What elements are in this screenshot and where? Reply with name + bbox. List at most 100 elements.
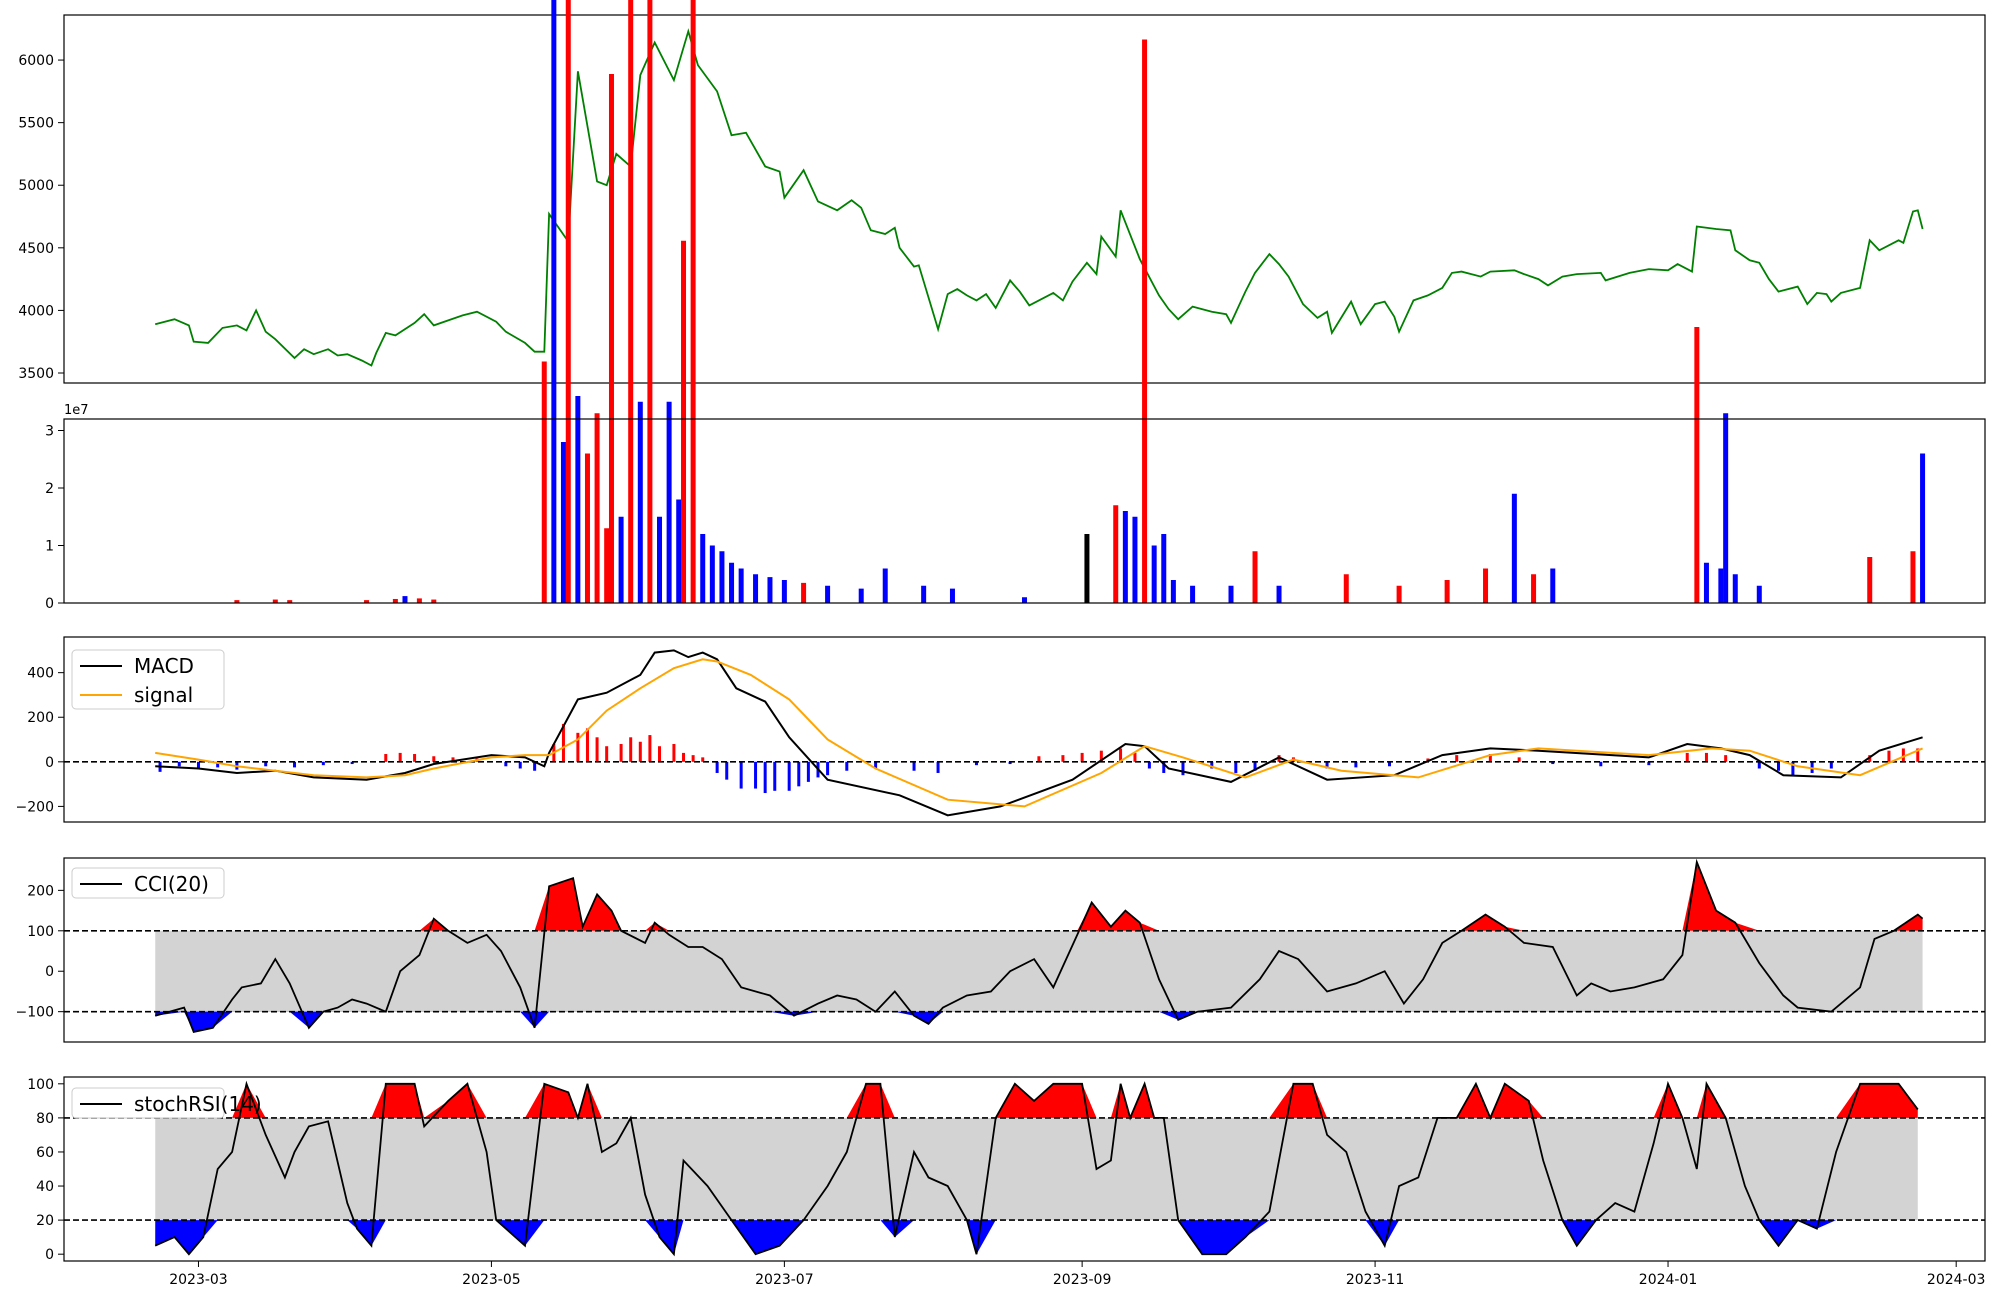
volume-bar bbox=[657, 516, 663, 603]
price-frame bbox=[63, 14, 1986, 384]
volume-bar bbox=[1142, 39, 1148, 603]
macd-histogram-bar bbox=[576, 732, 580, 762]
macd-histogram-bar bbox=[936, 761, 940, 773]
volume-bar bbox=[287, 600, 293, 603]
volume-bar bbox=[1190, 585, 1196, 603]
macd-histogram-bar bbox=[533, 761, 537, 771]
volume-bar bbox=[647, 0, 653, 603]
macd-histogram-bar bbox=[1791, 761, 1795, 776]
stochrsi-legend bbox=[71, 1087, 225, 1119]
volume-bar bbox=[738, 568, 744, 603]
macd-histogram-bar bbox=[638, 741, 642, 762]
macd-histogram-bar bbox=[1234, 761, 1238, 773]
volume-bar bbox=[1867, 557, 1873, 603]
macd-histogram-bar bbox=[1685, 752, 1689, 762]
macd-histogram-bar bbox=[826, 761, 830, 776]
volume-bar bbox=[1161, 534, 1167, 603]
macd-histogram-bar bbox=[806, 761, 810, 782]
volume-bar bbox=[575, 396, 581, 603]
macd-histogram-bar bbox=[384, 754, 388, 762]
macd-histogram-bar bbox=[1488, 754, 1492, 762]
macd-histogram-bar bbox=[912, 761, 916, 771]
volume-bar bbox=[1910, 551, 1916, 603]
price-ytick-label: 5000 bbox=[18, 178, 54, 194]
cci-ytick-label: 200 bbox=[27, 883, 54, 899]
macd-histogram-bar bbox=[1080, 752, 1084, 762]
macd-histogram-bar bbox=[725, 761, 729, 780]
macd-histogram-bar bbox=[1099, 750, 1103, 762]
volume-bar bbox=[1228, 585, 1234, 603]
macd-histogram-bar bbox=[629, 737, 633, 762]
macd-histogram-bar bbox=[561, 723, 565, 762]
macd-histogram-bar bbox=[715, 761, 719, 773]
volume-bar bbox=[1732, 574, 1738, 603]
macd-legend-label: signal bbox=[134, 683, 193, 707]
stochrsi-ytick-label: 80 bbox=[36, 1111, 54, 1127]
macd-histogram-bar bbox=[1455, 755, 1459, 762]
macd-histogram-bar bbox=[619, 743, 623, 762]
price-ytick-label: 6000 bbox=[18, 53, 54, 69]
volume-bar bbox=[1122, 511, 1128, 603]
volume-bar bbox=[949, 588, 955, 603]
volume-bar bbox=[676, 499, 682, 603]
volume-panel: 1e7 0 1 2 3 bbox=[45, 0, 1986, 612]
volume-bar bbox=[1756, 585, 1762, 603]
macd-histogram-bar bbox=[1008, 761, 1012, 765]
macd-histogram-bar bbox=[739, 761, 743, 789]
volume-bar bbox=[604, 528, 610, 603]
x-tick-label: 2023-11 bbox=[1346, 1272, 1405, 1288]
macd-histogram-bar bbox=[701, 757, 705, 762]
volume-bar bbox=[921, 585, 927, 603]
volume-bar bbox=[392, 598, 398, 603]
volume-bar bbox=[431, 599, 437, 603]
volume-bar bbox=[551, 0, 557, 603]
macd-ytick-label: −200 bbox=[16, 799, 54, 815]
volume-bar bbox=[729, 562, 735, 603]
macd-histogram-bar bbox=[1829, 761, 1833, 769]
volume-bar bbox=[781, 580, 787, 603]
stochrsi-panel: 0 20 40 60 80 100 stochRSI(14) bbox=[27, 1076, 1986, 1263]
macd-histogram-bar bbox=[398, 752, 402, 762]
macd-histogram-bar bbox=[1210, 761, 1214, 769]
volume-bar bbox=[1483, 568, 1489, 603]
macd-histogram-bar bbox=[763, 761, 767, 794]
macd-histogram-bar bbox=[605, 746, 609, 762]
macd-histogram-bar bbox=[196, 761, 200, 769]
volume-bar bbox=[1550, 568, 1556, 603]
macd-histogram-bar bbox=[451, 757, 455, 762]
macd-histogram-bar bbox=[1325, 761, 1329, 769]
volume-bar bbox=[637, 401, 643, 603]
macd-histogram-bar bbox=[1647, 761, 1651, 766]
macd-histogram-bar bbox=[1887, 750, 1891, 762]
macd-frame bbox=[63, 636, 1986, 823]
volume-bar bbox=[1396, 585, 1402, 603]
macd-histogram-bar bbox=[1599, 761, 1603, 767]
stochrsi-ytick-label: 100 bbox=[27, 1077, 54, 1093]
volume-bar bbox=[719, 551, 725, 603]
macd-histogram-bar bbox=[1147, 761, 1151, 769]
volume-bar bbox=[1531, 574, 1537, 603]
macd-histogram-bar bbox=[518, 761, 522, 769]
cci-neutral-band bbox=[155, 930, 1923, 1012]
price-ytick-label: 3500 bbox=[18, 366, 54, 382]
macd-histogram-bar bbox=[1517, 757, 1521, 762]
volume-ytick-label: 3 bbox=[45, 424, 54, 440]
volume-bar bbox=[1444, 580, 1450, 603]
x-axis: 2023-03 2023-05 2023-07 2023-09 2023-11 2024-… bbox=[169, 1261, 1985, 1288]
volume-bar bbox=[364, 600, 370, 603]
stochrsi-legend-label: stochRSI(14) bbox=[134, 1092, 262, 1116]
macd-histogram-bar bbox=[1354, 761, 1358, 768]
macd-histogram-bar bbox=[321, 761, 325, 766]
volume-bar bbox=[1252, 551, 1258, 603]
macd-signal-line bbox=[155, 658, 1923, 808]
macd-histogram-bar bbox=[264, 761, 268, 767]
macd-histogram-bar bbox=[1037, 756, 1041, 762]
volume-bar bbox=[628, 0, 634, 603]
cci-frame bbox=[63, 857, 1986, 1043]
macd-histogram-bar bbox=[1133, 752, 1137, 762]
price-ytick-label: 4000 bbox=[18, 303, 54, 319]
macd-macd-line bbox=[155, 649, 1923, 817]
macd-histogram-bar bbox=[432, 756, 436, 762]
volume-bar bbox=[767, 577, 773, 603]
